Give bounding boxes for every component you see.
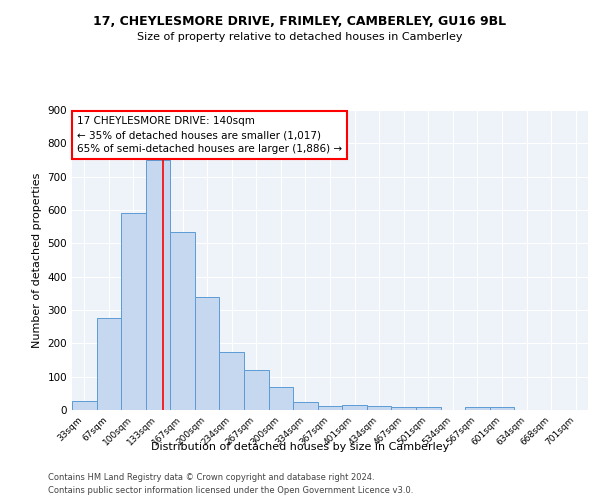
Bar	[244, 370, 269, 410]
Bar	[293, 402, 318, 410]
Bar	[121, 214, 146, 410]
Bar	[465, 408, 490, 410]
Y-axis label: Number of detached properties: Number of detached properties	[32, 172, 42, 348]
Bar	[391, 406, 416, 410]
Text: Distribution of detached houses by size in Camberley: Distribution of detached houses by size …	[151, 442, 449, 452]
Bar	[72, 401, 97, 410]
Bar	[367, 406, 391, 410]
Text: Contains HM Land Registry data © Crown copyright and database right 2024.: Contains HM Land Registry data © Crown c…	[48, 472, 374, 482]
Text: 17, CHEYLESMORE DRIVE, FRIMLEY, CAMBERLEY, GU16 9BL: 17, CHEYLESMORE DRIVE, FRIMLEY, CAMBERLE…	[94, 15, 506, 28]
Bar	[195, 296, 220, 410]
Bar	[416, 406, 440, 410]
Text: Contains public sector information licensed under the Open Government Licence v3: Contains public sector information licen…	[48, 486, 413, 495]
Bar	[170, 232, 195, 410]
Bar	[146, 160, 170, 410]
Bar	[220, 352, 244, 410]
Bar	[318, 406, 342, 410]
Text: Size of property relative to detached houses in Camberley: Size of property relative to detached ho…	[137, 32, 463, 42]
Bar	[97, 318, 121, 410]
Bar	[269, 386, 293, 410]
Bar	[342, 405, 367, 410]
Text: 17 CHEYLESMORE DRIVE: 140sqm
← 35% of detached houses are smaller (1,017)
65% of: 17 CHEYLESMORE DRIVE: 140sqm ← 35% of de…	[77, 116, 342, 154]
Bar	[490, 406, 514, 410]
